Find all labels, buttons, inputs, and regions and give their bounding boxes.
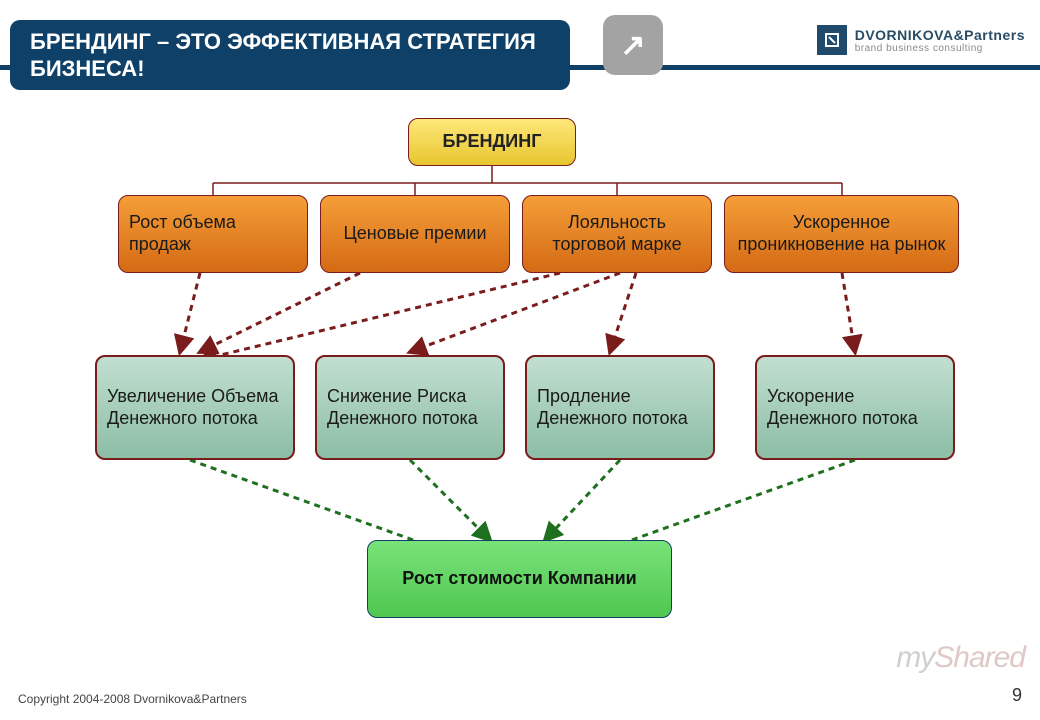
diagram-node: Снижение Риска Денежного потока — [315, 355, 505, 460]
watermark-shared: Shared — [934, 641, 1025, 674]
logo-mark-icon — [817, 25, 847, 55]
slide-title: БРЕНДИНГ – ЭТО ЭФФЕКТИВНАЯ СТРАТЕГИЯ БИЗ… — [30, 28, 550, 83]
logo-tagline: brand business consulting — [855, 43, 1025, 54]
diagram-node: Ускоренное проникновение на рынок — [724, 195, 959, 273]
diagram-node: Рост стоимости Компании — [367, 540, 672, 618]
diagram-node: Увеличение Объема Денежного потока — [95, 355, 295, 460]
diagram-node: Продление Денежного потока — [525, 355, 715, 460]
page-number: 9 — [1012, 685, 1022, 706]
diagram-node: Ускорение Денежного потока — [755, 355, 955, 460]
logo-name: DVORNIKOVA&Partners — [855, 27, 1025, 43]
diagram-node: Лояльность торговой марке — [522, 195, 712, 273]
slide-title-bar: БРЕНДИНГ – ЭТО ЭФФЕКТИВНАЯ СТРАТЕГИЯ БИЗ… — [10, 20, 570, 90]
copyright-text: Copyright 2004-2008 Dvornikova&Partners — [18, 692, 247, 706]
diagram-node: Ценовые премии — [320, 195, 510, 273]
watermark-my: my — [896, 641, 934, 674]
diagram-node: Рост объема продаж — [118, 195, 308, 273]
diagram-node: БРЕНДИНГ — [408, 118, 576, 166]
watermark: myShared — [896, 641, 1025, 675]
arrow-up-right-icon: ↗ — [603, 15, 663, 75]
company-logo: DVORNIKOVA&Partners brand business consu… — [817, 25, 1025, 55]
